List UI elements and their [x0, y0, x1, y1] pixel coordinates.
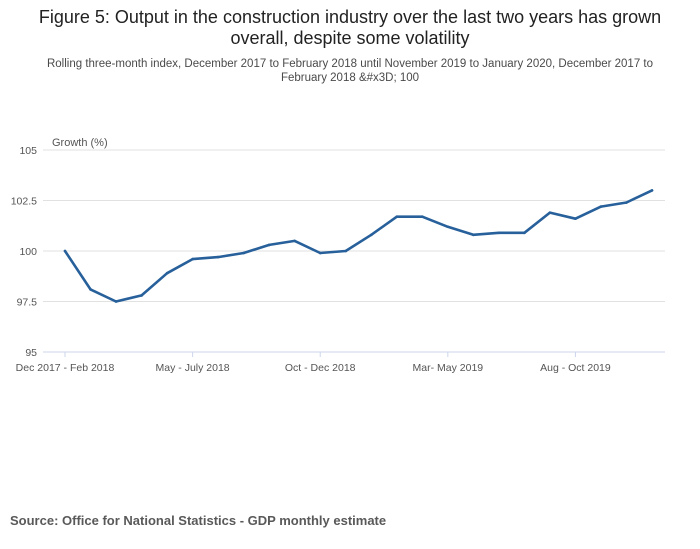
- data-point[interactable]: [369, 233, 373, 237]
- data-point[interactable]: [395, 215, 399, 218]
- data-point[interactable]: [293, 239, 296, 243]
- data-point[interactable]: [574, 217, 577, 220]
- data-point[interactable]: [165, 271, 169, 275]
- y-tick-label: 105: [19, 145, 37, 157]
- data-point[interactable]: [191, 257, 194, 261]
- data-point[interactable]: [344, 249, 348, 253]
- series-line: [63, 189, 654, 303]
- x-tick-label: Dec 2017 - Feb 2018: [16, 362, 115, 374]
- data-point[interactable]: [242, 251, 245, 255]
- gridlines: [43, 149, 665, 353]
- data-point[interactable]: [318, 251, 322, 255]
- chart-title: Figure 5: Output in the construction ind…: [38, 7, 662, 48]
- data-point[interactable]: [497, 231, 501, 235]
- chart-subtitle: Rolling three-month index, December 2017…: [46, 58, 654, 84]
- y-tick-label: 95: [25, 347, 37, 359]
- data-point[interactable]: [548, 211, 552, 214]
- data-point[interactable]: [446, 225, 450, 229]
- source-note: Source: Office for National Statistics -…: [10, 513, 387, 528]
- data-point[interactable]: [650, 189, 654, 192]
- data-point[interactable]: [267, 243, 271, 247]
- data-point[interactable]: [599, 205, 603, 208]
- series-group: [63, 189, 654, 303]
- x-axis-ticks: Dec 2017 - Feb 2018 May - July 2018 Oct - …: [16, 352, 611, 374]
- x-tick-label: Mar- May 2019: [413, 362, 484, 374]
- data-point[interactable]: [216, 255, 220, 259]
- y-tick-label: 97.5: [17, 297, 38, 309]
- y-axis-ticks: 95 97.5 100 102.5 105: [11, 145, 37, 359]
- data-point[interactable]: [114, 300, 118, 303]
- data-point[interactable]: [421, 215, 424, 218]
- x-tick-label: May - July 2018: [156, 362, 230, 374]
- y-tick-label: 102.5: [11, 196, 37, 208]
- data-point[interactable]: [140, 294, 143, 297]
- data-point[interactable]: [63, 249, 67, 253]
- data-point[interactable]: [472, 233, 475, 237]
- data-point[interactable]: [625, 201, 628, 204]
- x-tick-label: Oct - Dec 2018: [285, 362, 356, 374]
- data-point[interactable]: [89, 288, 92, 291]
- data-point[interactable]: [523, 231, 526, 235]
- x-tick-label: Aug - Oct 2019: [540, 362, 611, 374]
- y-tick-label: 100: [19, 246, 37, 258]
- y-axis-label: Growth (%): [52, 137, 108, 149]
